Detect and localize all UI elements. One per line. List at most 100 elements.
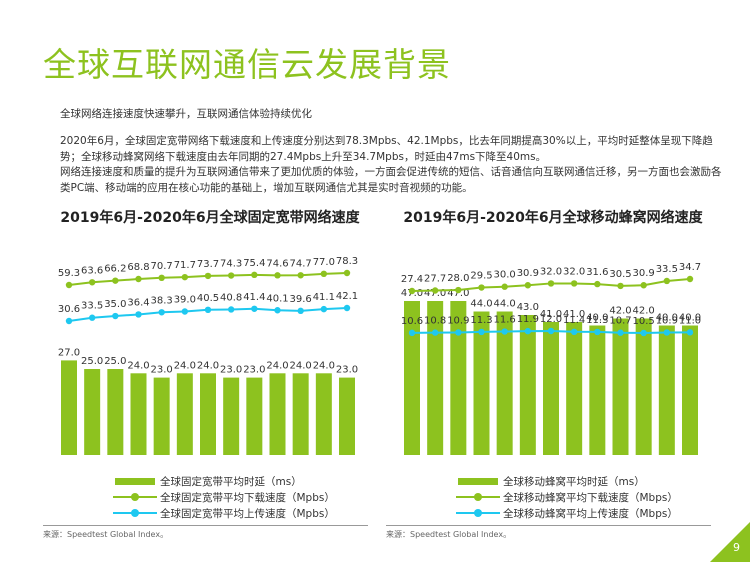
- legend-label: 全球固定宽带平均时延（ms）: [160, 475, 302, 488]
- line-point: [274, 272, 281, 279]
- bar: [130, 373, 147, 455]
- bar: [658, 325, 675, 455]
- bar-data-label: 42.0: [633, 306, 655, 317]
- line-data-label: 38.3: [151, 295, 173, 306]
- mobile-network-chart-panel: 2019年6月-2020年6月全球移动蜂窝网络速度 47.047.047.044…: [386, 205, 718, 539]
- legend-item-download: 全球固定宽带平均下载速度（Mpbs）: [113, 489, 335, 505]
- line-point: [112, 312, 119, 320]
- chart-source: 来源：Speedtest Global Index。: [386, 525, 711, 540]
- chart-title: 2019年6月-2020年6月全球移动蜂窝网络速度: [403, 210, 703, 226]
- bar-data-label: 24.0: [313, 360, 335, 371]
- legend-bar-swatch: [456, 476, 500, 486]
- bar: [566, 322, 583, 455]
- legend-line-swatch: [456, 508, 500, 518]
- line-point: [320, 270, 328, 278]
- page-subtitle: 全球网络连接速度快速攀升，互联网通信体验持续优化: [60, 108, 312, 120]
- line-point: [547, 280, 555, 287]
- line-data-label: 10.9: [447, 315, 469, 326]
- line-point: [594, 328, 601, 336]
- bar-data-label: 44.0: [470, 299, 492, 310]
- legend-label: 全球移动蜂窝平均时延（ms）: [503, 475, 645, 488]
- line-data-label: 27.4: [401, 274, 423, 285]
- line-point: [524, 327, 532, 335]
- line-data-label: 34.7: [679, 262, 701, 273]
- line-point: [478, 284, 485, 291]
- line-data-label: 63.6: [81, 265, 103, 276]
- line-point: [686, 329, 694, 336]
- line-data-label: 10.7: [609, 316, 631, 327]
- bar-data-label: 41.0: [540, 309, 562, 320]
- line-point: [135, 275, 142, 283]
- bar: [519, 315, 536, 455]
- bar: [153, 377, 170, 455]
- page-number: 9: [733, 541, 740, 554]
- line-data-label: 42.1: [336, 291, 358, 302]
- legend-item-latency: 全球移动蜂窝平均时延（ms）: [456, 473, 678, 489]
- line-data-label: 40.5: [197, 293, 219, 304]
- bar-data-label: 43.0: [517, 302, 539, 313]
- chart-source: 来源：Speedtest Global Index。: [43, 525, 368, 540]
- legend-item-download: 全球移动蜂窝平均下载速度（Mbps）: [456, 489, 678, 505]
- line-data-label: 32.0: [563, 266, 585, 277]
- bar: [427, 301, 444, 455]
- line-data-label: 66.2: [104, 264, 126, 275]
- bar: [176, 373, 193, 455]
- line-data-label: 39.6: [290, 294, 312, 305]
- line-data-label: 74.3: [220, 259, 242, 270]
- line-data-label: 40.1: [266, 293, 288, 304]
- line-point: [204, 272, 212, 280]
- bar: [635, 318, 652, 455]
- line-point: [227, 272, 235, 279]
- line-point: [501, 328, 508, 335]
- line-point: [570, 280, 578, 287]
- bar: [269, 373, 286, 455]
- line-point: [431, 287, 439, 294]
- line-point: [640, 282, 647, 289]
- line-data-label: 28.0: [447, 273, 469, 284]
- bar-data-label: 24.0: [266, 360, 288, 371]
- bar: [61, 360, 77, 455]
- bar-data-label: 23.0: [336, 365, 358, 376]
- line-point: [617, 329, 624, 336]
- line-data-label: 40.8: [220, 292, 242, 303]
- bar-data-label: 40.0: [656, 313, 678, 324]
- bar: [589, 325, 606, 455]
- corner-decoration: [710, 522, 750, 562]
- legend-label: 全球固定宽带平均上传速度（Mpbs）: [160, 507, 335, 520]
- line-point: [547, 327, 555, 335]
- legend-label: 全球固定宽带平均下载速度（Mpbs）: [160, 491, 335, 504]
- line-point: [501, 283, 508, 290]
- line-point: [88, 314, 96, 321]
- line-point: [181, 273, 189, 281]
- line-point: [431, 329, 439, 336]
- line-point: [524, 282, 532, 289]
- line-data-label: 59.3: [58, 268, 80, 279]
- line-point: [663, 277, 671, 285]
- bar: [107, 369, 124, 455]
- line-data-label: 11.3: [470, 315, 492, 326]
- line-data-label: 70.7: [151, 261, 173, 272]
- bar: [223, 377, 240, 455]
- line-data-label: 31.6: [586, 267, 608, 278]
- line-point: [594, 280, 601, 288]
- bar: [200, 373, 216, 455]
- paragraph: 2020年6月，全球固定宽带网络下载速度和上传速度分别达到78.3Mpbs、42…: [60, 135, 713, 163]
- line-data-label: 74.6: [266, 258, 288, 269]
- line-data-label: 68.8: [127, 262, 149, 273]
- line-data-label: 10.5: [633, 316, 655, 327]
- line-data-label: 27.7: [424, 274, 446, 285]
- line-data-label: 10.8: [424, 316, 446, 327]
- line-data-label: 35.0: [104, 299, 126, 310]
- line-data-label: 71.7: [174, 260, 196, 271]
- line-point: [112, 277, 119, 284]
- bar: [682, 325, 698, 455]
- line-point: [686, 275, 694, 283]
- line-data-label: 36.4: [127, 297, 149, 308]
- line-point: [158, 274, 165, 281]
- bar: [339, 377, 355, 455]
- bar-data-label: 41.0: [563, 309, 585, 320]
- line-data-label: 33.5: [81, 301, 103, 312]
- line-data-label: 30.9: [633, 268, 655, 279]
- line-data-label: 73.7: [197, 259, 219, 270]
- line-point: [343, 304, 351, 312]
